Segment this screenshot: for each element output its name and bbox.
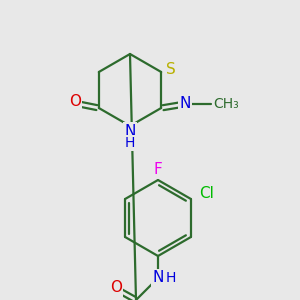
Text: S: S xyxy=(166,62,176,77)
Text: O: O xyxy=(69,94,81,110)
Text: Cl: Cl xyxy=(200,187,214,202)
Text: CH₃: CH₃ xyxy=(213,97,239,111)
Text: N: N xyxy=(179,97,191,112)
Text: O: O xyxy=(110,280,122,296)
Text: H: H xyxy=(125,136,135,150)
Text: N: N xyxy=(152,271,164,286)
Text: N: N xyxy=(124,124,136,139)
Text: H: H xyxy=(166,271,176,285)
Text: F: F xyxy=(154,163,162,178)
